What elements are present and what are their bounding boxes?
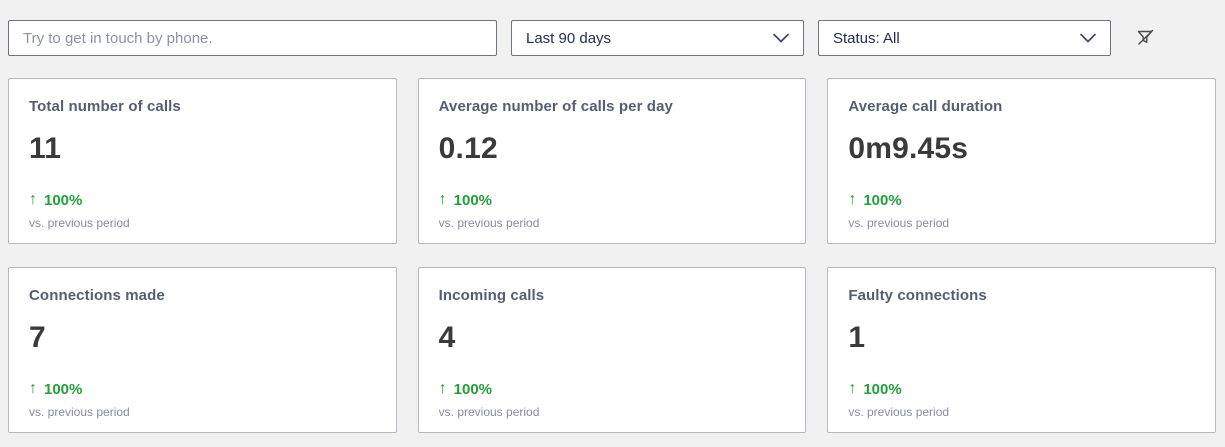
card-delta: ↑ 100% — [439, 191, 492, 209]
card-caption: vs. previous period — [848, 405, 950, 419]
chevron-down-icon — [773, 33, 789, 43]
up-arrow-icon: ↑ — [848, 380, 857, 397]
card-value: 0.12 — [438, 132, 498, 165]
filter-bar: Last 90 days Status: All — [8, 20, 1216, 56]
chevron-down-icon — [1080, 33, 1096, 43]
card-average-call-duration: Average call duration 0m9.45s ↑ 100% vs.… — [827, 78, 1216, 244]
kpi-cards-grid: Total number of calls 11 ↑ 100% vs. prev… — [8, 78, 1216, 433]
card-title: Total number of calls — [29, 98, 181, 115]
card-delta-percent: 100% — [453, 380, 493, 398]
card-value: 0m9.45s — [848, 132, 969, 165]
status-dropdown[interactable]: Status: All — [818, 20, 1111, 56]
clear-filters-button[interactable] — [1131, 24, 1159, 52]
card-delta-percent: 100% — [453, 191, 493, 209]
up-arrow-icon: ↑ — [438, 380, 447, 397]
filter-off-icon — [1134, 27, 1156, 49]
card-faulty-connections: Faulty connections 1 ↑ 100% vs. previous… — [827, 267, 1216, 433]
card-delta: ↑ 100% — [848, 380, 901, 398]
date-range-dropdown[interactable]: Last 90 days — [511, 20, 804, 56]
card-value: 7 — [29, 321, 46, 354]
card-value: 4 — [438, 321, 456, 354]
card-title: Average number of calls per day — [438, 98, 673, 115]
card-total-number-of-calls: Total number of calls 11 ↑ 100% vs. prev… — [8, 78, 397, 244]
card-delta-percent: 100% — [863, 380, 902, 398]
date-range-dropdown-value: Last 90 days — [526, 29, 612, 47]
card-incoming-calls: Incoming calls 4 ↑ 100% vs. previous per… — [417, 267, 807, 433]
up-arrow-icon: ↑ — [848, 191, 857, 208]
status-dropdown-value: Status: All — [833, 29, 900, 47]
card-connections-made: Connections made 7 ↑ 100% vs. previous p… — [8, 267, 397, 433]
card-caption: vs. previous period — [438, 216, 540, 230]
card-average-calls-per-day: Average number of calls per day 0.12 ↑ 1… — [417, 78, 807, 244]
card-caption: vs. previous period — [29, 405, 130, 419]
card-value: 1 — [848, 321, 866, 354]
card-delta: ↑ 100% — [439, 380, 492, 398]
card-delta-percent: 100% — [863, 191, 902, 209]
search-input[interactable] — [8, 20, 497, 56]
card-caption: vs. previous period — [29, 216, 130, 230]
card-delta: ↑ 100% — [29, 191, 82, 209]
card-delta-percent: 100% — [44, 380, 83, 398]
card-caption: vs. previous period — [438, 405, 540, 419]
up-arrow-icon: ↑ — [29, 191, 37, 208]
card-title: Faulty connections — [848, 287, 987, 304]
card-delta: ↑ 100% — [29, 380, 82, 398]
card-value: 11 — [29, 132, 62, 165]
card-title: Average call duration — [848, 98, 1003, 115]
card-delta: ↑ 100% — [848, 191, 901, 209]
card-title: Incoming calls — [438, 287, 545, 304]
card-title: Connections made — [29, 287, 165, 304]
up-arrow-icon: ↑ — [29, 380, 37, 397]
card-caption: vs. previous period — [848, 216, 950, 230]
card-delta-percent: 100% — [44, 191, 83, 209]
up-arrow-icon: ↑ — [438, 191, 447, 208]
